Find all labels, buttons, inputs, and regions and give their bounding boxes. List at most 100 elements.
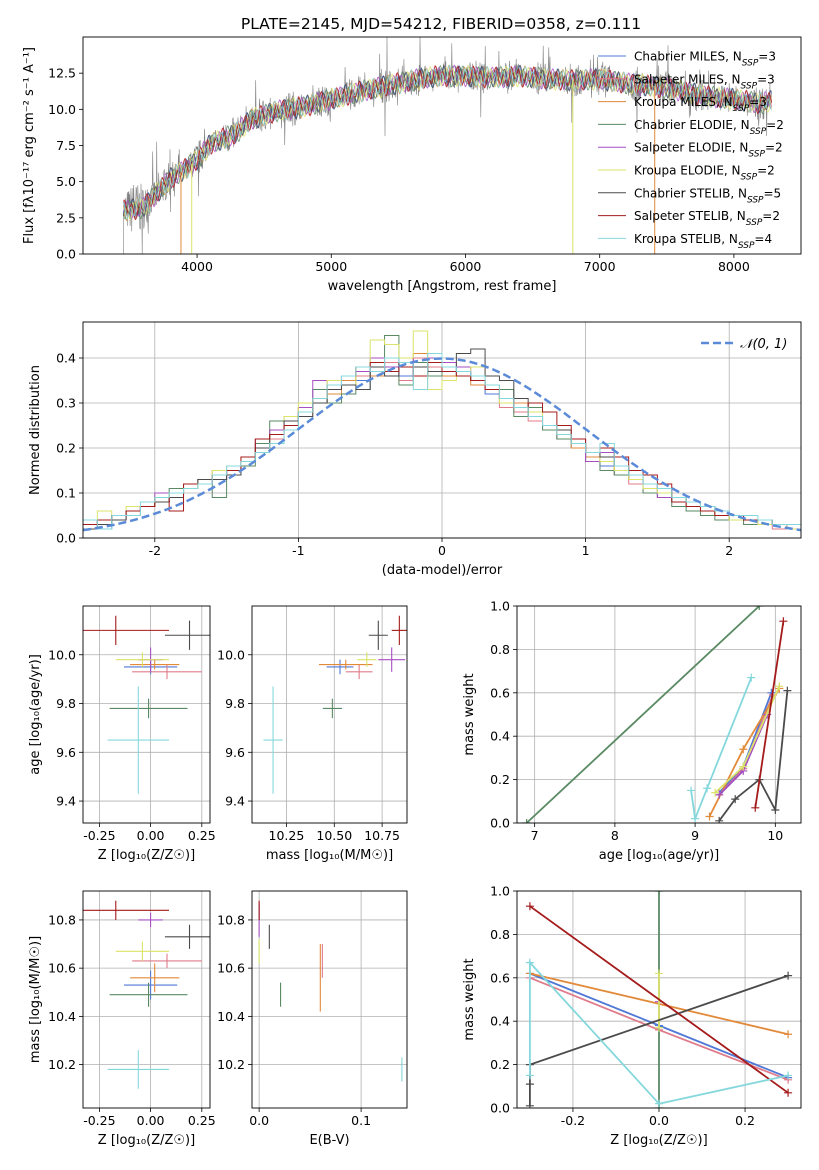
x-tick-label: 0.25 [188,1113,216,1128]
y-tick-label: 0.8 [490,927,510,942]
weight-line [754,621,785,808]
gaussian-curve [83,357,801,532]
y-tick-label: 9.4 [56,794,76,809]
x-tick-label: 0 [438,543,446,558]
spectrum-panel: 4000 5000 6000 7000 8000 0.0 2.5 5.0 7.5 10.0 12.5… [22,36,802,294]
y-tick-label: 9.6 [225,745,245,760]
age_vs_mass-plot-area [263,615,407,794]
age_vs_Z-grid [83,606,210,823]
mass_vs_Z-plot-area [83,900,210,1089]
mass_vs_Z-panel: -0.25 0.00 0.25 10.2 10.4 10.6 10.8 Z [log₁₀(Z/… [28,890,216,1148]
data-marker [715,790,724,799]
weight_vs_Z-panel: -0.2 0.0 0.2 0.0 0.2 0.4 0.6 0.8 1.0 Z [log₁₀(Z/Z… [462,884,802,1148]
y-axis-label: mass weight [462,958,477,1040]
spectrum-legend: Chabrier MILES, NSSP=3 Salpeter MILES, NS… [598,50,784,251]
weight-line [525,606,760,823]
x-tick-label: 2 [725,543,733,558]
data-marker [731,795,740,804]
data-marker [779,617,788,626]
x-axis-label: mass [log₁₀(M/M☉)] [266,848,393,863]
age_vs_Z-frame [82,605,211,824]
data-marker [525,1071,534,1080]
y-tick-label: 10.2 [48,1057,76,1072]
weight-line [529,905,789,1094]
data-marker [655,1099,663,1108]
data-marker [715,816,724,823]
data-marker [691,814,700,823]
legend-entry: Chabrier STELIB, NSSP=5 [634,186,781,205]
x-tick-label: 10.75 [364,828,400,843]
age_vs_mass-axes: 10.25 10.50 10.75 9.4 9.6 9.8 10.0 mass [log₁₀(… [217,605,408,863]
weight_vs_age-axes: 7 8 9 10 0.0 0.2 0.4 0.6 0.8 1.0 age [log₁₀(age/yr… [462,599,802,863]
x-tick-label: 1 [582,543,590,558]
y-tick-label: 2.5 [56,210,76,225]
legend-entry: Chabrier MILES, NSSP=3 [634,50,776,69]
weight_vs_age-frame [516,605,802,824]
x-axis-label: wavelength [Angstrom, rest frame] [328,279,557,294]
y-axis-label: mass [log₁₀(M/M☉)] [28,936,43,1063]
data-marker [784,971,793,980]
y-tick-label: 10.4 [217,1009,245,1024]
weight_vs_age-plot-area [522,606,792,823]
legend-entry: Kroupa STELIB, NSSP=4 [634,232,772,251]
age_vs_mass-panel: 10.25 10.50 10.75 9.4 9.6 9.8 10.0 mass [log₁₀(… [217,605,408,863]
age_vs_Z-panel: -0.25 0.00 0.25 9.4 9.6 9.8 10.0 Z [log₁₀(Z/Z☉)… [28,605,216,863]
data-marker [755,606,764,610]
y-tick-label: 0.8 [490,642,510,657]
y-axis-label: Normed distribution [28,365,43,495]
spectrum-axes: 4000 5000 6000 7000 8000 0.0 2.5 5.0 7.5 10.0 12.5… [22,36,802,294]
data-marker [747,673,756,682]
spectrum-plot-area [122,37,772,254]
x-tick-label: 0.25 [188,828,216,843]
y-axis-label: Flux [fλ10⁻¹⁷ erg cm⁻² s⁻¹ A⁻¹] [22,47,37,244]
weight-line [529,960,789,1105]
x-tick-label: -2 [149,543,161,558]
x-tick-label: 0.0 [249,1113,269,1128]
y-tick-label: 0.1 [56,486,76,501]
y-tick-label: 0.0 [490,1101,510,1116]
y-tick-label: 0.4 [56,351,76,366]
x-axis-label: (data-model)/error [382,563,503,578]
y-tick-label: 0.2 [490,1057,510,1072]
y-tick-label: 9.4 [225,794,245,809]
x-tick-label: 7 [531,828,539,843]
y-tick-label: 10.8 [217,912,245,927]
y-tick-label: 0.0 [490,816,510,831]
y-tick-label: 10.4 [48,1009,76,1024]
x-tick-label: 7000 [584,259,616,274]
data-marker [784,1088,793,1097]
x-tick-label: 0.00 [137,1113,165,1128]
y-tick-label: 10.6 [48,961,76,976]
y-tick-label: 0.0 [56,531,76,546]
x-axis-label: Z [log₁₀(Z/Z☉)] [98,1133,195,1148]
data-marker [525,1101,534,1108]
data-marker [784,1071,793,1080]
figure-title: PLATE=2145, MJD=54212, FIBERID=0358, z=0… [241,15,641,33]
y-tick-label: 10.0 [48,647,76,662]
x-tick-label: 10 [767,828,783,843]
legend-entry: 𝒩(0, 1) [740,337,787,352]
data-marker [655,891,663,895]
y-tick-label: 0.6 [490,970,510,985]
x-tick-label: 5000 [315,259,347,274]
mass_vs_Z-axes: -0.25 0.00 0.25 10.2 10.4 10.6 10.8 Z [log₁₀(Z/… [28,890,216,1148]
y-tick-label: 10.0 [217,647,245,662]
x-axis-label: age [log₁₀(age/yr)] [599,848,720,863]
mass_vs_ebv-plot-area [258,900,403,1082]
data-marker [775,682,784,691]
data-marker [705,812,714,821]
data-marker [525,1080,534,1089]
y-axis-label: mass weight [462,673,477,755]
age_vs_Z-axes: -0.25 0.00 0.25 9.4 9.6 9.8 10.0 Z [log₁₀(Z/Z☉)… [28,605,216,863]
histogram-series [83,353,801,530]
y-tick-label: 9.6 [56,745,76,760]
data-marker [655,969,663,978]
x-tick-label: 0.1 [351,1113,371,1128]
x-axis-label: Z [log₁₀(Z/Z☉)] [98,848,195,863]
data-marker [771,805,780,814]
y-tick-label: 0.4 [490,729,510,744]
data-marker [525,902,534,911]
x-tick-label: 10.50 [316,828,352,843]
x-tick-label: 0.0 [649,1113,669,1128]
